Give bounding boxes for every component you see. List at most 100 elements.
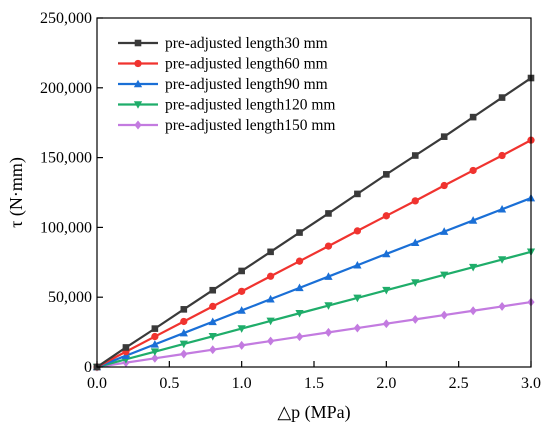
data-point-s3-3 xyxy=(179,328,188,337)
data-point-s1-5 xyxy=(238,267,245,275)
data-point-s5-9 xyxy=(353,323,362,333)
axis-ticks: 0.0 0.5 1.0 1.5 2.0 2.5 3.0 0 50,000 100,000 150,0… xyxy=(40,10,541,392)
data-point-s1-14 xyxy=(498,94,506,101)
data-point-s2-4 xyxy=(209,302,217,311)
data-point-s1-12 xyxy=(440,133,448,140)
series-line-1 xyxy=(96,77,532,368)
y-tick-label: 250,000 xyxy=(40,10,92,27)
data-point-s1-13 xyxy=(469,113,477,121)
data-point-s2-12 xyxy=(440,181,448,190)
data-point-s4-10 xyxy=(382,286,391,295)
data-point-s5-4 xyxy=(209,345,217,355)
legend-label-2: pre-adjusted length60 mm xyxy=(165,56,328,73)
series-line-4 xyxy=(96,250,532,369)
data-point-s1-6 xyxy=(267,248,274,256)
y-tick-label: 200,000 xyxy=(40,80,92,97)
data-point-s5-3 xyxy=(180,349,188,359)
data-point-s3-10 xyxy=(382,249,391,258)
data-point-s3-11 xyxy=(411,238,420,247)
data-point-s4-5 xyxy=(237,325,246,333)
data-point-s1-9 xyxy=(354,190,361,198)
data-point-s4-11 xyxy=(411,279,420,287)
data-point-s2-14 xyxy=(498,151,506,160)
data-point-s3-5 xyxy=(237,306,246,314)
data-point-s2-9 xyxy=(353,227,362,235)
data-point-s5-2 xyxy=(151,353,159,363)
data-point-s3-7 xyxy=(295,283,304,292)
data-point-s1-2 xyxy=(151,325,159,332)
legend-label-1: pre-adjusted length30 mm xyxy=(165,35,328,52)
y-tick-label: 50,000 xyxy=(48,289,92,306)
series-line-3 xyxy=(96,197,532,369)
legend-label-5: pre-adjusted length150 mm xyxy=(165,117,335,134)
legend-label-4: pre-adjusted length120 mm xyxy=(165,97,335,114)
data-point-s3-6 xyxy=(266,294,275,303)
data-point-s4-4 xyxy=(208,332,217,341)
data-point-s4-7 xyxy=(295,309,304,318)
data-point-s3-9 xyxy=(353,260,362,269)
data-point-s5-6 xyxy=(266,336,275,346)
x-tick-label: 1.5 xyxy=(304,375,324,392)
data-point-s3-4 xyxy=(208,317,217,326)
x-tick-label: 3.0 xyxy=(521,375,541,392)
legend-marker-5 xyxy=(134,120,142,130)
data-point-s1-10 xyxy=(383,171,390,178)
data-point-s2-3 xyxy=(180,317,188,326)
x-axis-title: △p (MPa) xyxy=(277,402,350,423)
data-point-s3-14 xyxy=(497,204,507,213)
data-point-s4-12 xyxy=(440,271,449,280)
data-point-s1-7 xyxy=(296,229,303,236)
x-tick-label: 1.0 xyxy=(232,375,252,392)
data-point-s5-13 xyxy=(469,306,477,316)
data-point-s3-2 xyxy=(150,340,159,348)
data-point-s1-3 xyxy=(180,306,188,313)
data-point-s4-3 xyxy=(179,340,188,349)
data-point-s2-11 xyxy=(411,197,419,205)
data-point-s4-6 xyxy=(266,317,275,326)
data-point-s2-2 xyxy=(151,332,159,341)
y-tick-label: 150,000 xyxy=(40,150,92,167)
data-point-s4-8 xyxy=(324,302,333,310)
plot-marks xyxy=(92,74,536,372)
data-point-s2-5 xyxy=(238,287,246,295)
data-point-s2-6 xyxy=(266,272,275,280)
data-point-s5-10 xyxy=(382,319,390,329)
legend: pre-adjusted length30 mm pre-adjusted len… xyxy=(118,35,335,134)
data-point-s1-4 xyxy=(209,286,217,294)
data-point-s1-1 xyxy=(122,344,130,351)
data-point-s1-8 xyxy=(325,210,332,217)
data-point-s2-8 xyxy=(324,242,333,250)
x-tick-label: 0.5 xyxy=(159,375,179,392)
series-line-2 xyxy=(96,139,532,368)
data-point-s2-7 xyxy=(295,257,304,265)
legend-marker-2 xyxy=(134,59,142,68)
y-tick-label: 100,000 xyxy=(40,219,92,236)
y-axis-title: τ (N·mm) xyxy=(6,157,27,228)
data-point-s3-13 xyxy=(469,216,478,224)
x-tick-label: 2.5 xyxy=(449,375,469,392)
data-point-s3-12 xyxy=(440,227,449,235)
data-point-s5-7 xyxy=(295,332,304,342)
x-tick-label: 0.0 xyxy=(87,375,107,392)
series-line-5 xyxy=(96,301,532,369)
data-point-s5-5 xyxy=(238,340,246,350)
x-tick-label: 2.0 xyxy=(376,375,396,392)
data-point-s5-8 xyxy=(324,327,333,337)
data-point-s4-2 xyxy=(150,348,159,356)
legend-marker-3 xyxy=(133,79,143,88)
data-point-s4-13 xyxy=(469,263,478,272)
data-point-s5-12 xyxy=(440,310,448,320)
legend-label-3: pre-adjusted length90 mm xyxy=(165,76,328,93)
data-point-s4-9 xyxy=(353,294,362,303)
data-point-s3-8 xyxy=(324,272,333,280)
data-point-s5-14 xyxy=(498,301,506,311)
data-point-s2-10 xyxy=(382,212,390,220)
legend-marker-1 xyxy=(134,39,142,47)
data-point-s1-11 xyxy=(411,152,419,159)
y-tick-label: 0 xyxy=(84,359,92,376)
data-point-s4-14 xyxy=(497,256,507,264)
legend-marker-4 xyxy=(133,101,143,109)
data-point-s2-13 xyxy=(469,166,477,175)
data-point-s5-11 xyxy=(411,314,419,324)
